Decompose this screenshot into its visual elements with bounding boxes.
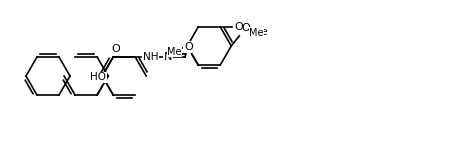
Text: O: O	[112, 44, 120, 54]
Text: Me: Me	[253, 27, 267, 37]
Text: O: O	[234, 22, 243, 32]
Text: Me: Me	[249, 28, 263, 38]
Text: HO: HO	[90, 72, 106, 82]
Text: O: O	[241, 23, 250, 33]
Text: O: O	[184, 42, 193, 52]
Text: NH: NH	[143, 52, 159, 62]
Text: Me: Me	[167, 47, 181, 57]
Text: N: N	[164, 52, 172, 62]
